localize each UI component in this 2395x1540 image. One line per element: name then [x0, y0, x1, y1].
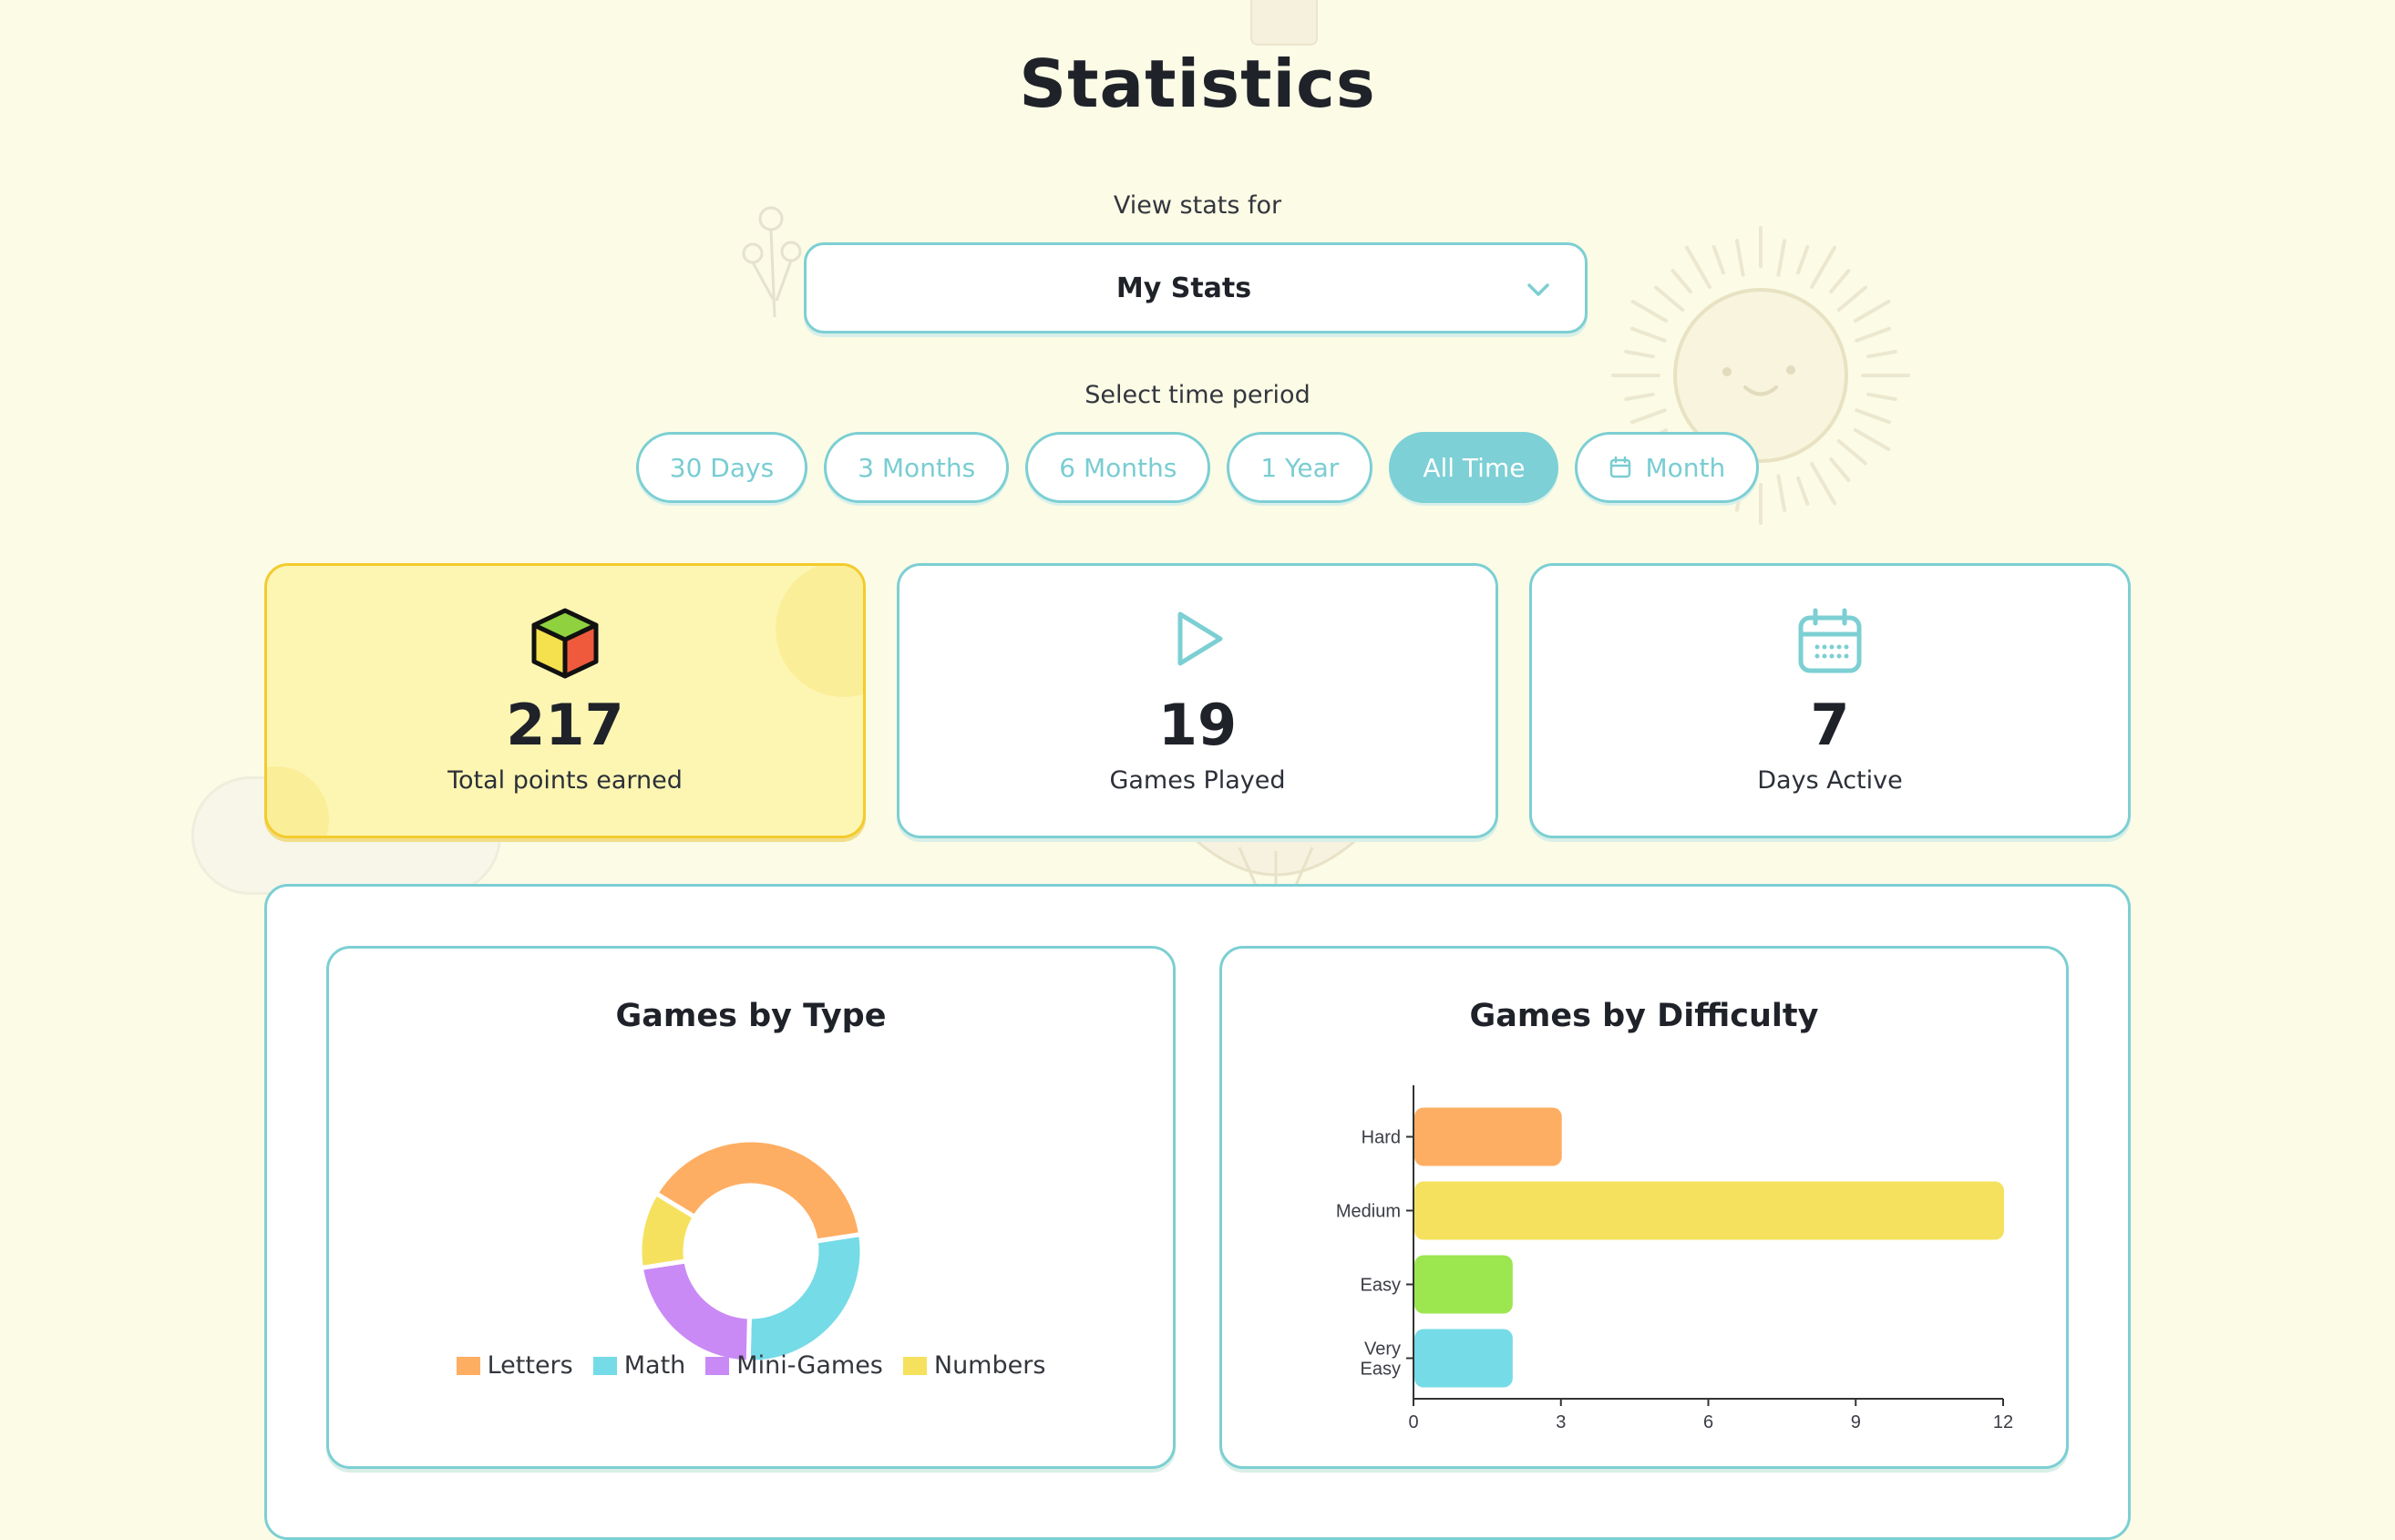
x-tick-label: 6	[1703, 1412, 1713, 1432]
legend-item-numbers: Numbers	[902, 1351, 1046, 1380]
time-period-options: 30 Days 3 Months 6 Months 1 Year All Tim…	[0, 432, 2395, 503]
legend-item-mini-games: Mini-Games	[705, 1351, 883, 1380]
x-tick-label: 12	[1993, 1412, 2013, 1432]
stat-points-caption: Total points earned	[447, 766, 683, 795]
y-tick-label: Hard	[1362, 1128, 1401, 1148]
stat-games-value: 19	[1157, 692, 1238, 758]
stat-card-points: 217 Total points earned	[264, 563, 866, 838]
donut-slice-mini-games	[638, 1258, 752, 1365]
view-stats-select[interactable]: My Stats	[804, 242, 1588, 334]
chevron-down-icon	[1527, 283, 1549, 296]
time-period-label: Select time period	[1084, 381, 1311, 409]
legend-label: Letters	[487, 1351, 573, 1380]
stat-days-caption: Days Active	[1757, 766, 1903, 795]
x-tick-label: 0	[1408, 1412, 1418, 1432]
page-title: Statistics	[1019, 46, 1376, 122]
legend-item-math: Math	[592, 1351, 686, 1380]
bar-easy	[1414, 1255, 1513, 1314]
period-30-days[interactable]: 30 Days	[635, 432, 808, 503]
view-stats-value: My Stats	[1115, 272, 1252, 304]
x-tick-label: 9	[1851, 1412, 1861, 1432]
view-stats-label: View stats for	[1113, 191, 1282, 220]
y-tick-label: Very	[1364, 1340, 1401, 1360]
play-icon	[1177, 611, 1223, 666]
legend-swatch	[902, 1356, 927, 1375]
games-by-type-legend: Letters Math Mini-Games Numbers	[329, 1351, 1173, 1380]
period-1-year[interactable]: 1 Year	[1227, 432, 1373, 503]
stat-points-value: 217	[506, 692, 624, 758]
legend-label: Mini-Games	[736, 1351, 883, 1380]
legend-swatch	[592, 1356, 617, 1375]
bar-medium	[1414, 1181, 2004, 1240]
decor-parachute	[1193, 838, 1359, 889]
calendar-icon	[1610, 456, 1631, 478]
legend-item-letters: Letters	[456, 1351, 573, 1380]
bar-hard	[1414, 1107, 1562, 1166]
legend-swatch	[456, 1356, 480, 1375]
y-tick-label: Easy	[1361, 1360, 1401, 1380]
games-by-type-title: Games by Type	[615, 998, 887, 1034]
y-tick-label: Medium	[1336, 1202, 1401, 1222]
cube-icon	[531, 608, 599, 679]
donut-slice-numbers	[637, 1190, 698, 1271]
bar-very-easy	[1414, 1329, 1513, 1388]
games-by-difficulty-title: Games by Difficulty	[1469, 998, 1819, 1034]
period-all-time[interactable]: All Time	[1389, 432, 1559, 503]
stat-games-caption: Games Played	[1109, 766, 1286, 795]
donut-slice-math	[745, 1231, 865, 1365]
games-by-type-card: Games by Type Letters Math Mini-Games Nu…	[326, 946, 1176, 1469]
stat-days-value: 7	[1810, 692, 1850, 758]
y-tick-label: Easy	[1361, 1276, 1401, 1296]
games-by-type-donut	[637, 1137, 865, 1365]
x-tick-label: 3	[1556, 1412, 1566, 1432]
games-by-difficulty-card: Games by Difficulty Hard Medium Easy Very Ea…	[1219, 946, 2069, 1469]
calendar-icon	[1798, 608, 1862, 673]
legend-swatch	[705, 1356, 730, 1375]
period-3-months[interactable]: 3 Months	[824, 432, 1010, 503]
period-month[interactable]: Month	[1575, 432, 1760, 503]
donut-slice-letters	[653, 1137, 864, 1244]
period-6-months[interactable]: 6 Months	[1025, 432, 1211, 503]
legend-label: Numbers	[933, 1351, 1046, 1380]
decor-note	[1250, 0, 1318, 46]
stat-card-days: 7 Days Active	[1529, 563, 2131, 838]
period-month-label: Month	[1645, 452, 1726, 483]
legend-label: Math	[623, 1351, 686, 1380]
stat-card-games: 19 Games Played	[897, 563, 1498, 838]
